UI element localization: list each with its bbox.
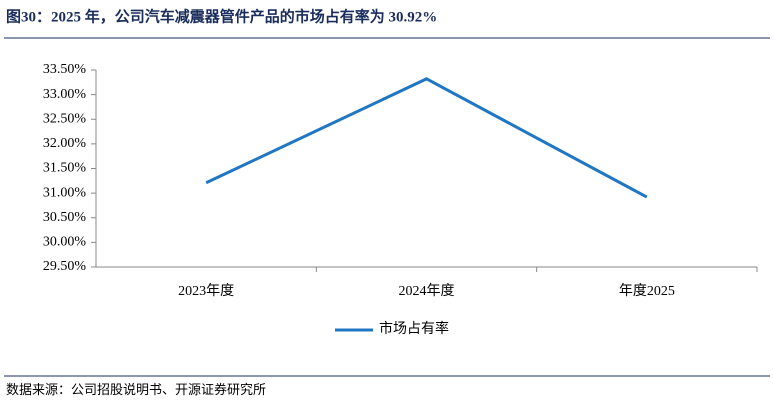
x-tick-label: 年度2025 [619,283,675,299]
chart-title: 图30：2025 年，公司汽车减震器管件产品的市场占有率为 30.92% [6,7,437,25]
y-tick-label: 32.50% [43,111,87,126]
y-tick-label: 31.00% [43,185,87,200]
y-tick-label: 29.50% [43,259,87,274]
legend-label: 市场占有率 [379,320,449,337]
x-tick-label: 2024年度 [399,283,455,299]
y-tick-label: 33.00% [43,87,87,102]
y-tick-label: 30.50% [43,210,87,225]
y-tick-label: 30.00% [43,235,87,250]
line-series [205,77,648,199]
y-tick-label: 32.00% [43,136,87,151]
y-tick-label: 31.50% [43,161,87,176]
x-tick-label: 2023年度 [178,283,234,299]
y-tick-label: 33.50% [43,62,87,77]
source: 数据来源：公司招股说明书、开源证券研究所 [6,382,266,397]
